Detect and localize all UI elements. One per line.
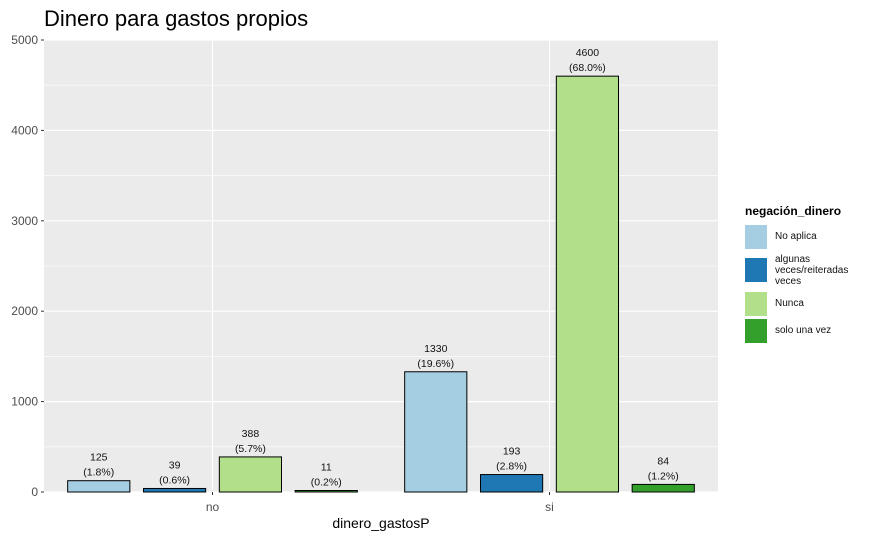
legend-item: algunas veces/reiteradas veces (745, 250, 865, 290)
legend-items: No aplica algunas veces/reiteradas veces N… (745, 223, 865, 344)
data-label-value: 193 (503, 446, 521, 458)
bar-si-4 (631, 483, 695, 493)
legend-item: Nunca (745, 290, 865, 317)
bar-no-2 (142, 487, 207, 493)
data-label-percent: (5.7%) (235, 443, 266, 455)
data-label-percent: (1.8%) (83, 467, 114, 479)
data-label-value: 125 (90, 452, 108, 464)
data-label-percent: (19.6%) (417, 358, 454, 370)
data-label-value: 39 (169, 459, 181, 471)
data-label-value: 11 (321, 462, 332, 474)
legend-title: negación_dinero (745, 204, 842, 218)
bar-no-3 (218, 456, 283, 493)
x-tick-label: si (545, 500, 554, 514)
legend-key (745, 224, 767, 249)
bar-no-4 (294, 490, 358, 493)
data-label-value: 4600 (576, 47, 600, 59)
legend-label: Nunca (775, 298, 804, 309)
data-label-percent: (68.0%) (569, 62, 606, 74)
legend-key (745, 318, 767, 343)
chart-title: Dinero para gastos propios (44, 6, 309, 31)
legend-key (745, 258, 767, 282)
y-tick-label: 1000 (11, 395, 38, 409)
y-tick-label: 4000 (11, 123, 38, 137)
data-label-value: 1330 (424, 343, 448, 355)
y-tick-label: 5000 (11, 33, 38, 47)
bar-si-1 (404, 371, 468, 493)
x-axis-title: dinero_gastosP (332, 515, 429, 531)
data-label-percent: (1.2%) (648, 470, 679, 482)
legend: negación_dinero No aplica algunas veces/r… (745, 204, 865, 344)
data-label-percent: (0.2%) (311, 477, 342, 489)
data-label-value: 84 (657, 455, 669, 467)
y-tick-label: 0 (31, 485, 38, 499)
bar-si-2 (479, 474, 544, 493)
data-label-percent: (2.8%) (496, 461, 527, 473)
bar-no-1 (67, 480, 131, 493)
y-tick-label: 2000 (11, 304, 38, 318)
legend-key (745, 291, 767, 316)
bar-si-3 (555, 75, 620, 493)
legend-label: solo una vez (775, 325, 832, 336)
legend-item: solo una vez (745, 317, 865, 344)
legend-item: No aplica (745, 223, 865, 250)
x-tick-label: no (206, 500, 220, 514)
legend-label: No aplica (775, 231, 817, 242)
y-tick-label: 3000 (11, 214, 38, 228)
legend-label: algunas veces/reiteradas veces (775, 253, 849, 287)
data-label-value: 388 (242, 428, 260, 440)
data-label-percent: (0.6%) (159, 474, 190, 486)
